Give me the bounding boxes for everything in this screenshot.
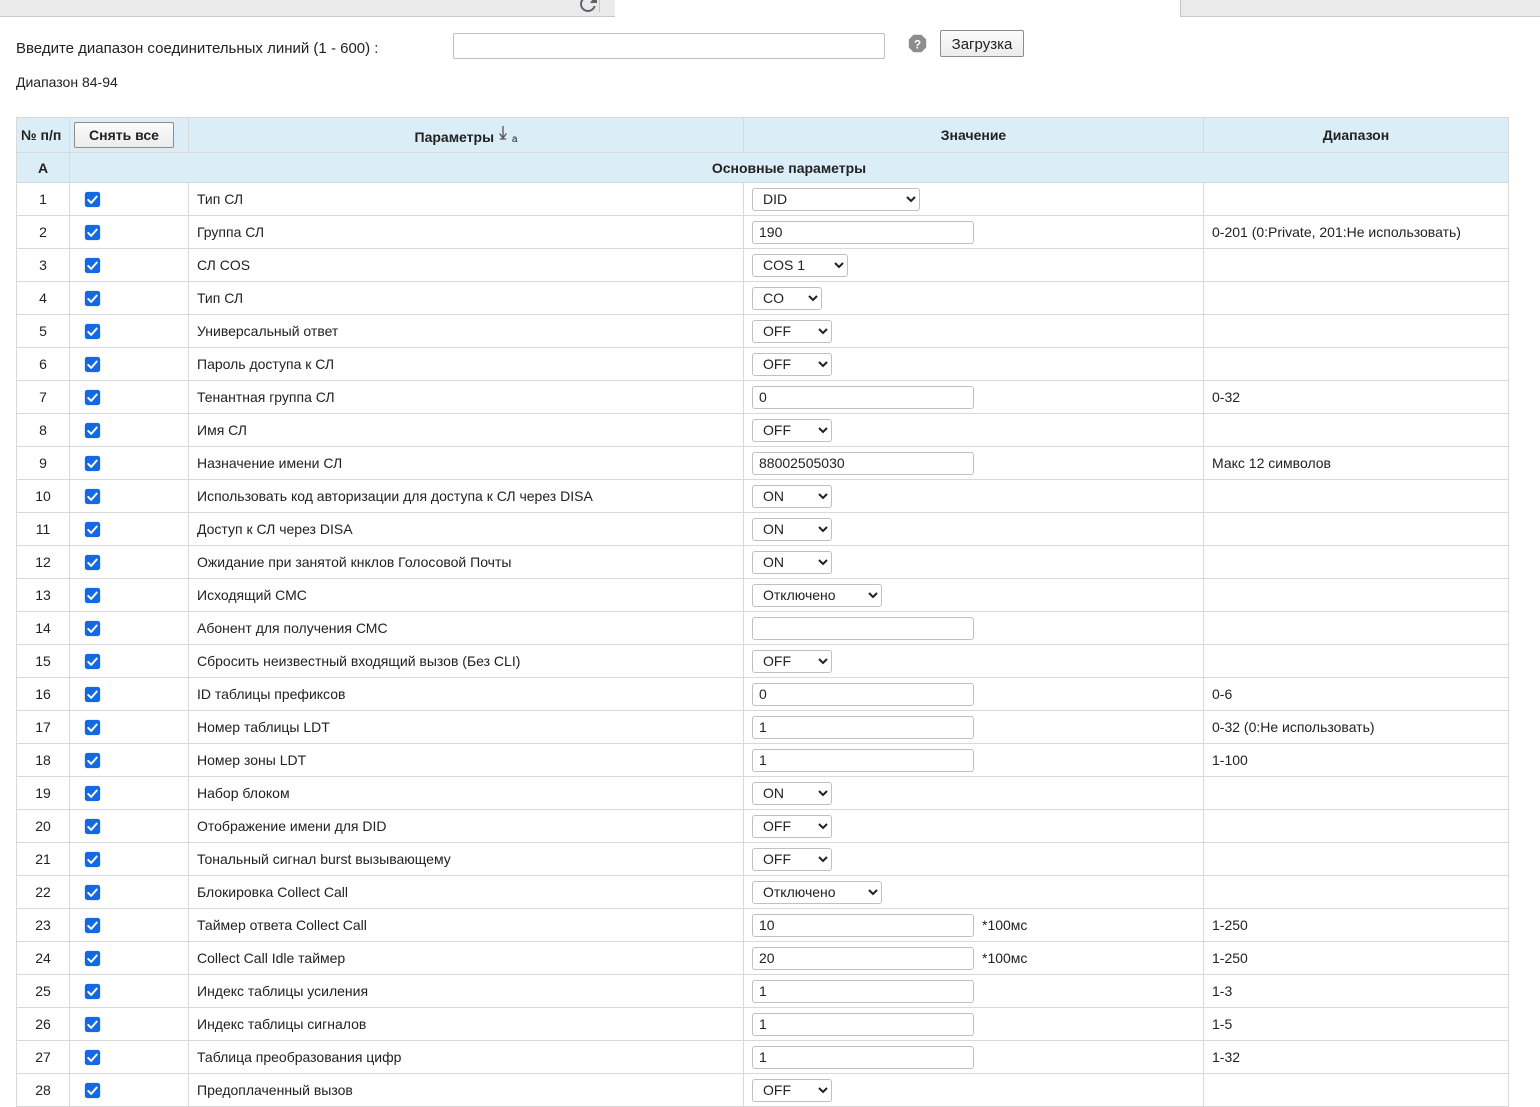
svg-text:?: ?: [914, 37, 921, 51]
